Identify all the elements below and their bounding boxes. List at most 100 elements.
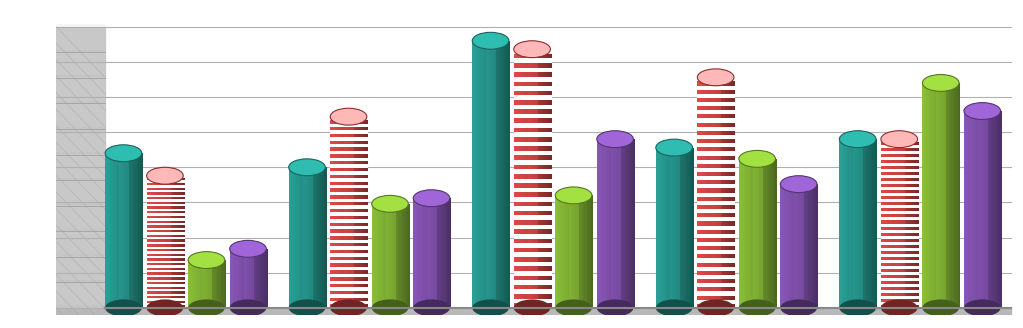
- Bar: [158, 239, 160, 242]
- Bar: [544, 298, 545, 303]
- Bar: [362, 134, 363, 137]
- Bar: [157, 273, 158, 275]
- Bar: [404, 204, 406, 308]
- Bar: [901, 296, 902, 299]
- Bar: [529, 49, 530, 54]
- Bar: [343, 195, 344, 199]
- Bar: [523, 100, 524, 105]
- Bar: [906, 260, 907, 263]
- Bar: [709, 123, 710, 127]
- Bar: [726, 234, 727, 238]
- Bar: [549, 289, 550, 294]
- Bar: [150, 230, 151, 232]
- Bar: [539, 114, 540, 118]
- Bar: [178, 275, 179, 277]
- Bar: [714, 160, 715, 164]
- Bar: [699, 189, 700, 193]
- Bar: [179, 232, 181, 235]
- Bar: [549, 271, 550, 276]
- Bar: [531, 95, 533, 100]
- Bar: [332, 205, 333, 209]
- Bar: [890, 175, 891, 178]
- Bar: [705, 184, 706, 189]
- Bar: [727, 81, 729, 86]
- Bar: [358, 287, 359, 291]
- Bar: [714, 226, 715, 230]
- Bar: [913, 233, 914, 236]
- Bar: [662, 148, 663, 308]
- Bar: [706, 213, 708, 217]
- Bar: [151, 206, 153, 209]
- Bar: [177, 176, 178, 178]
- Bar: [146, 190, 148, 192]
- Bar: [710, 114, 711, 118]
- Bar: [901, 302, 902, 305]
- Bar: [890, 145, 891, 148]
- Bar: [489, 41, 490, 308]
- Bar: [349, 239, 351, 243]
- Bar: [359, 124, 360, 127]
- Bar: [533, 174, 534, 178]
- Bar: [171, 185, 172, 188]
- Bar: [881, 196, 882, 199]
- Bar: [153, 247, 154, 249]
- Bar: [519, 193, 520, 197]
- Bar: [148, 242, 149, 244]
- Bar: [354, 294, 355, 297]
- Bar: [906, 251, 907, 254]
- Bar: [364, 117, 365, 120]
- Bar: [531, 276, 533, 280]
- Bar: [534, 91, 535, 95]
- Bar: [162, 230, 163, 232]
- Bar: [146, 199, 148, 202]
- Bar: [882, 233, 884, 236]
- Bar: [897, 151, 898, 154]
- Bar: [158, 258, 160, 261]
- Bar: [918, 139, 919, 142]
- Bar: [155, 209, 157, 211]
- Ellipse shape: [840, 299, 876, 316]
- Bar: [915, 217, 917, 220]
- Bar: [896, 139, 897, 142]
- Bar: [360, 260, 362, 263]
- Bar: [893, 275, 895, 278]
- Bar: [703, 184, 704, 189]
- Bar: [174, 230, 176, 232]
- Bar: [732, 238, 733, 242]
- Bar: [338, 294, 339, 297]
- Bar: [352, 212, 353, 216]
- Bar: [914, 251, 915, 254]
- Bar: [150, 235, 151, 237]
- Bar: [535, 58, 536, 63]
- Bar: [362, 280, 363, 284]
- Bar: [250, 249, 251, 308]
- Bar: [704, 155, 705, 160]
- Bar: [339, 226, 341, 229]
- Bar: [550, 285, 551, 289]
- Bar: [727, 250, 729, 254]
- Bar: [357, 243, 358, 246]
- Bar: [515, 114, 517, 118]
- Bar: [171, 256, 172, 258]
- Bar: [911, 194, 913, 196]
- Bar: [708, 131, 709, 135]
- Bar: [158, 249, 160, 251]
- Bar: [716, 271, 717, 275]
- Bar: [726, 184, 727, 189]
- Bar: [367, 233, 368, 236]
- Bar: [353, 164, 354, 168]
- Bar: [523, 82, 524, 86]
- Bar: [527, 95, 528, 100]
- Bar: [721, 279, 722, 283]
- Bar: [346, 216, 347, 219]
- Bar: [717, 217, 719, 221]
- Bar: [367, 256, 368, 260]
- Bar: [517, 193, 518, 197]
- Bar: [706, 123, 708, 127]
- Bar: [700, 267, 701, 271]
- Bar: [173, 216, 174, 218]
- Bar: [914, 166, 915, 169]
- Bar: [549, 72, 550, 77]
- Bar: [148, 303, 149, 305]
- Bar: [154, 223, 155, 225]
